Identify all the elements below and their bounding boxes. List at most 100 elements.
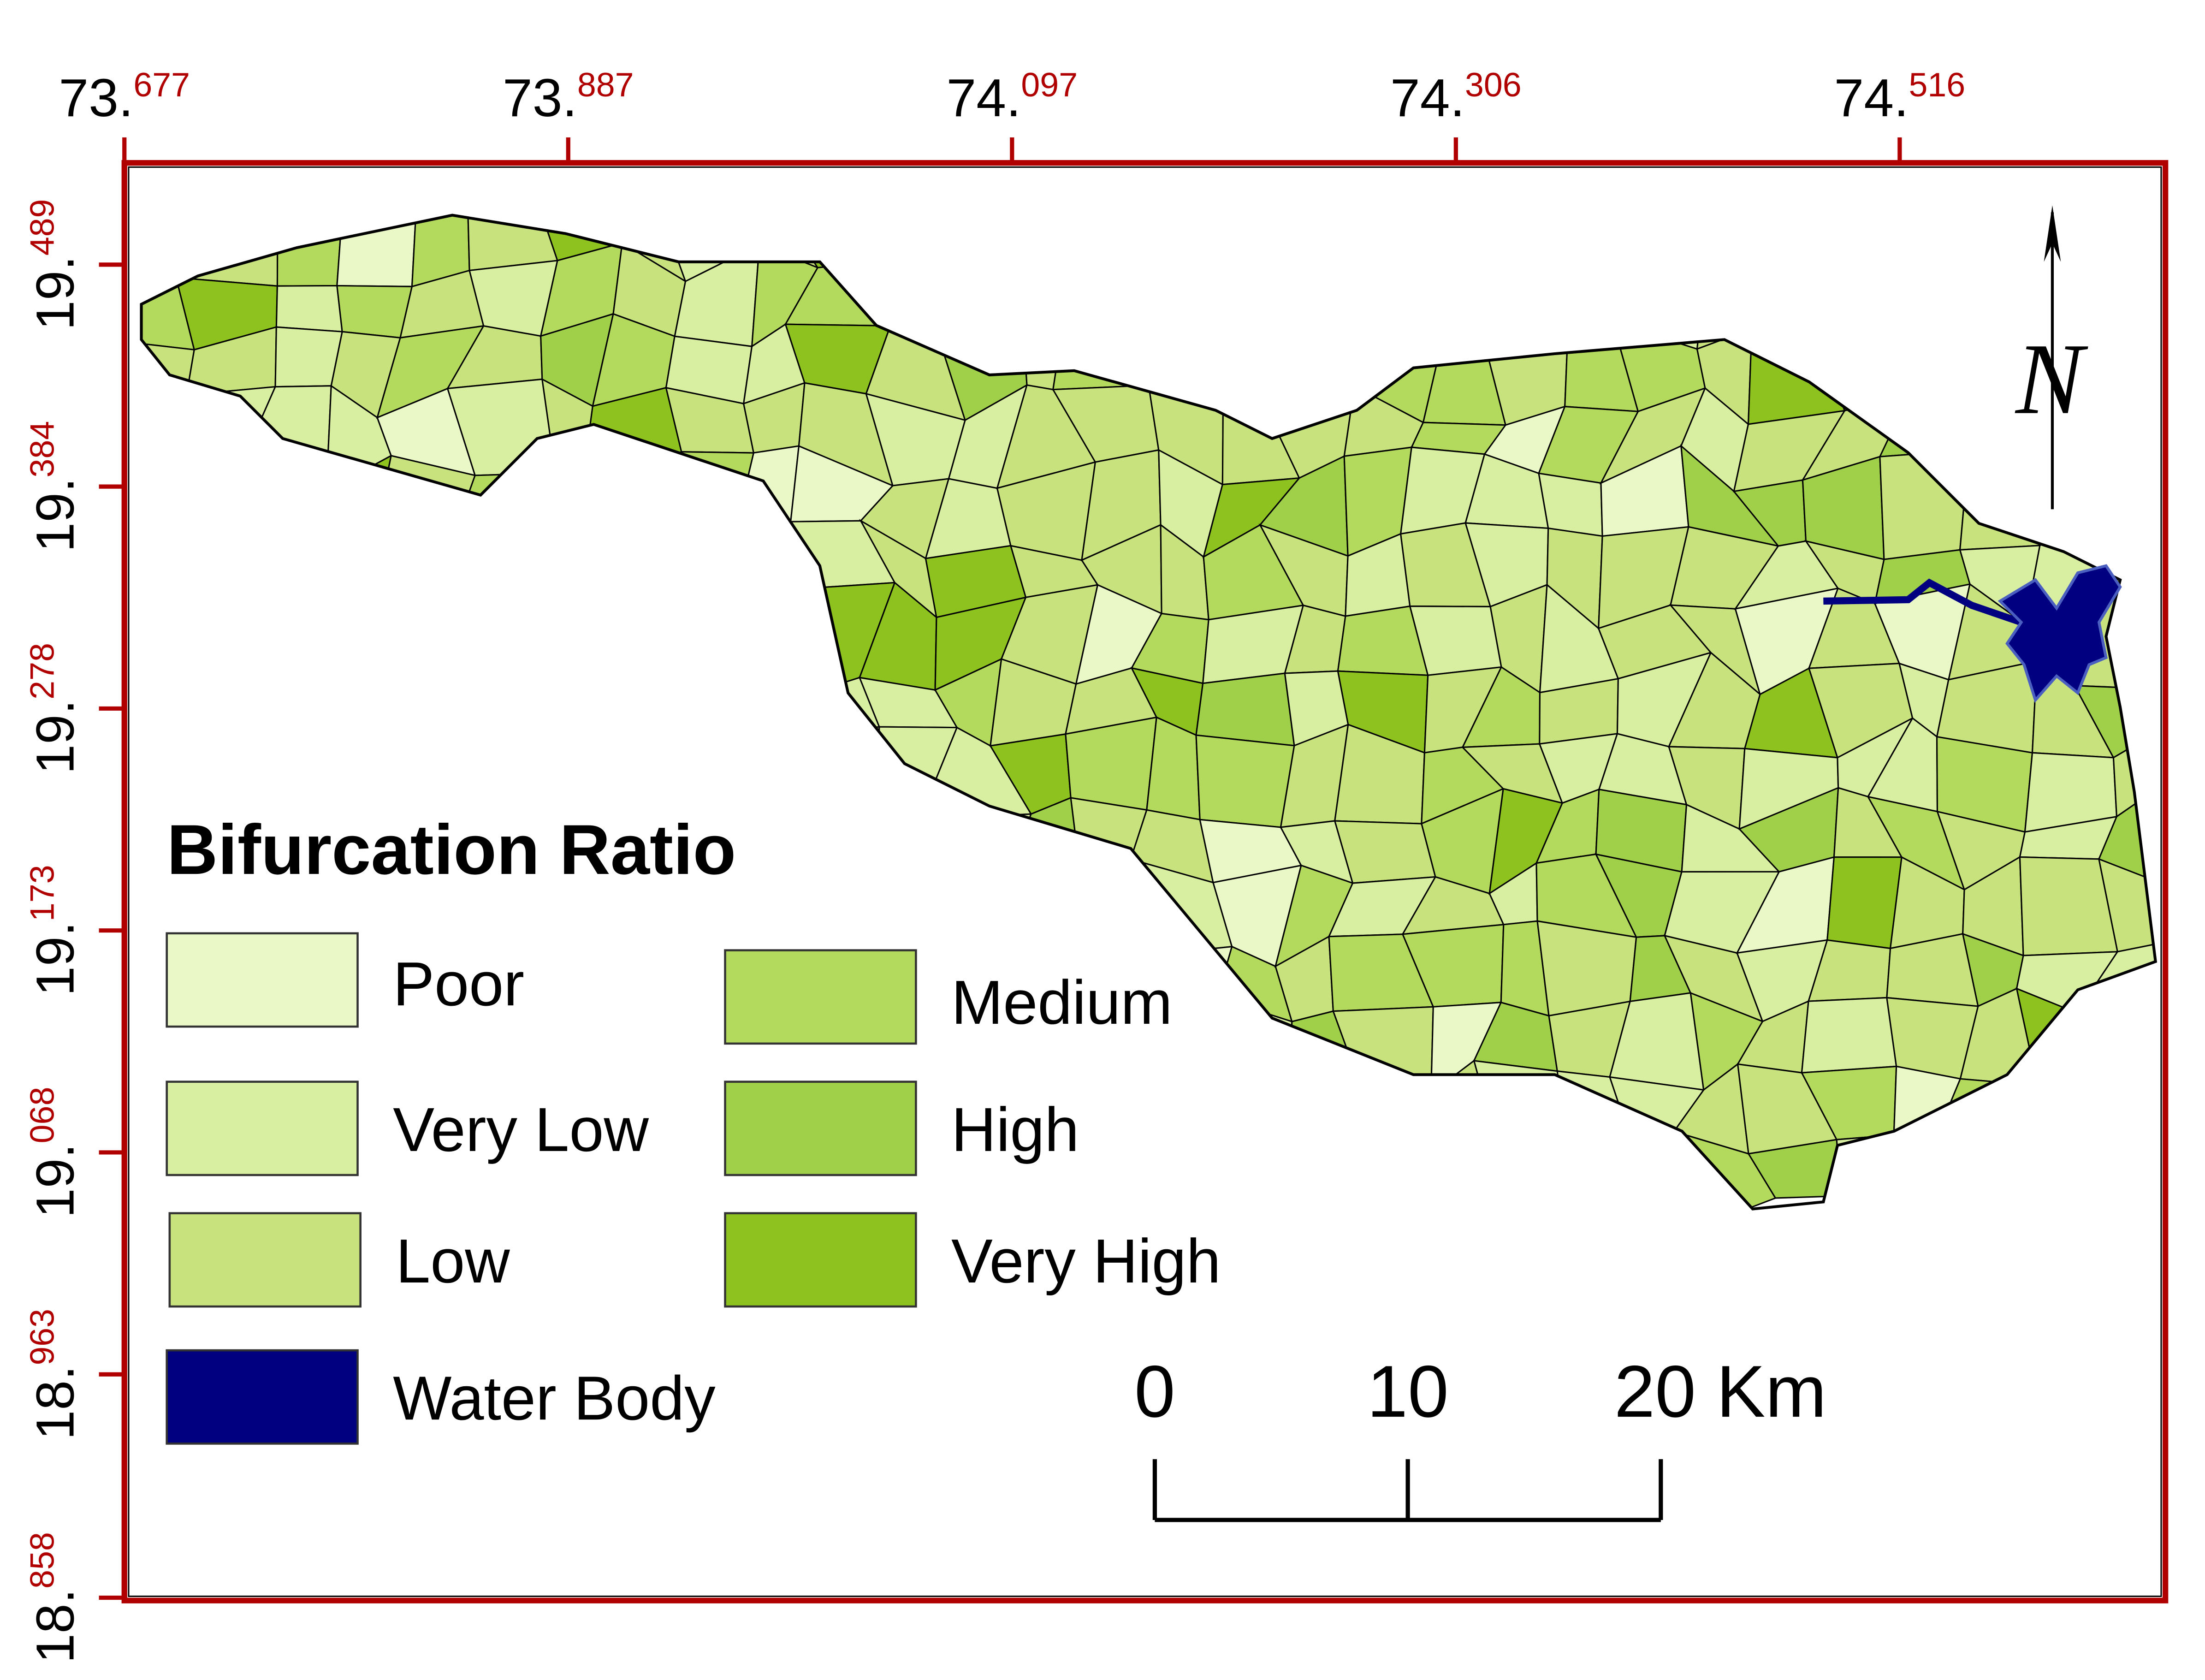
sub-basin xyxy=(1070,797,1148,881)
sub-basin xyxy=(446,514,521,629)
sub-basin xyxy=(465,742,547,797)
x-tick-whole: 73. xyxy=(59,68,133,128)
sub-basin xyxy=(1940,215,2024,286)
sub-basin xyxy=(478,1017,558,1101)
sub-basin xyxy=(790,883,896,955)
sub-basin xyxy=(191,754,266,820)
sub-basin xyxy=(2072,251,2156,322)
sub-basin xyxy=(511,472,588,537)
sub-basin xyxy=(1871,315,1975,401)
x-tick-fraction: 677 xyxy=(133,65,190,104)
x-tick-label: 74.516 xyxy=(1834,65,1966,128)
sub-basin xyxy=(735,588,823,691)
y-tick-label: 18.858 xyxy=(23,1532,85,1663)
x-tick-whole: 74. xyxy=(946,68,1021,128)
legend-swatch xyxy=(724,1212,917,1308)
sub-basin xyxy=(1400,255,1496,357)
sub-basin xyxy=(2103,1127,2156,1209)
sub-basin xyxy=(1160,215,1211,283)
sub-basin xyxy=(481,661,546,754)
water-channel xyxy=(1823,578,2022,626)
sub-basin xyxy=(141,544,214,624)
sub-basin xyxy=(391,1020,489,1099)
sub-basin xyxy=(2086,383,2156,493)
legend-swatch xyxy=(724,1080,917,1176)
y-tick-fraction: 384 xyxy=(23,421,61,478)
x-tick-label: 74.097 xyxy=(946,65,1078,128)
sub-basin xyxy=(2086,311,2156,421)
y-tick-whole: 19. xyxy=(25,700,85,774)
map-frame xyxy=(121,160,2169,1603)
y-tick-fraction: 963 xyxy=(23,1309,61,1365)
sub-basin xyxy=(259,606,326,695)
y-tick-label: 19.278 xyxy=(23,643,85,774)
sub-basin xyxy=(1532,215,1616,280)
sub-basin xyxy=(1403,1148,1501,1209)
sub-basin xyxy=(1611,215,1706,280)
sub-basin xyxy=(180,456,266,546)
x-tick-label: 73.887 xyxy=(503,65,634,128)
scale-label: 10 xyxy=(1367,1350,1448,1432)
sub-basin xyxy=(880,215,935,278)
y-tick-fraction: 068 xyxy=(23,1087,61,1144)
sub-basin xyxy=(1612,277,1706,350)
legend-label: Very Low xyxy=(393,1095,649,1164)
legend-label: Poor xyxy=(393,949,524,1019)
sub-basin xyxy=(141,261,196,351)
sub-basin xyxy=(1879,392,1970,457)
sub-basin xyxy=(1814,249,1897,330)
sub-basin xyxy=(374,530,488,599)
legend-label: Medium xyxy=(951,968,1173,1037)
legend-swatch xyxy=(168,1212,362,1308)
x-tick-fraction: 097 xyxy=(1021,65,1078,104)
x-tick-label: 74.306 xyxy=(1390,65,1522,128)
water-body-group xyxy=(1823,564,2122,703)
sub-basin xyxy=(336,285,413,339)
y-tick-fraction: 173 xyxy=(23,865,61,921)
sub-basin xyxy=(1120,265,1220,335)
sub-basin xyxy=(1486,1157,1570,1209)
sub-basin xyxy=(880,260,941,341)
legend-swatch xyxy=(166,1080,359,1176)
sub-basin xyxy=(1120,329,1224,386)
y-tick-whole: 19. xyxy=(25,255,85,330)
sub-basin xyxy=(175,215,279,287)
sub-basin xyxy=(1218,325,1262,399)
legend-title: Bifurcation Ratio xyxy=(167,810,736,889)
sub-basin xyxy=(585,590,691,678)
sub-basin xyxy=(1357,1076,1432,1171)
sub-basin xyxy=(1334,820,1436,884)
x-tick-whole: 74. xyxy=(1390,68,1465,128)
sub-basin xyxy=(276,215,343,287)
sub-basin xyxy=(688,590,743,674)
sub-basin xyxy=(854,854,958,955)
legend-label: High xyxy=(951,1095,1079,1164)
sub-basin xyxy=(1400,215,1497,288)
sub-basin xyxy=(510,930,604,1033)
y-tick-whole: 18. xyxy=(25,1589,85,1663)
sub-basin xyxy=(664,1096,731,1146)
sub-basin xyxy=(1021,260,1064,327)
sub-basin xyxy=(1196,215,1282,283)
y-tick-whole: 18. xyxy=(25,1365,85,1440)
sub-basin xyxy=(206,677,270,758)
sub-basin xyxy=(593,997,673,1101)
y-tick-label: 19.173 xyxy=(23,865,85,996)
sub-basin xyxy=(2031,1127,2110,1209)
sub-basin xyxy=(315,530,403,623)
sub-basin xyxy=(351,879,421,943)
sub-basin xyxy=(1146,716,1201,821)
sub-basin xyxy=(717,885,811,955)
sub-basin xyxy=(2093,469,2156,533)
sub-basin xyxy=(1195,672,1295,747)
x-tick-label: 73.677 xyxy=(59,65,190,128)
sub-basin xyxy=(1966,328,2022,401)
x-tick-fraction: 306 xyxy=(1465,65,1522,104)
sub-basin xyxy=(1741,252,1826,330)
sub-basin xyxy=(1258,1146,1359,1205)
sub-basin xyxy=(782,808,895,887)
sub-basins xyxy=(141,215,2156,1209)
y-tick-label: 18.963 xyxy=(23,1309,85,1440)
sub-basin xyxy=(782,726,880,813)
